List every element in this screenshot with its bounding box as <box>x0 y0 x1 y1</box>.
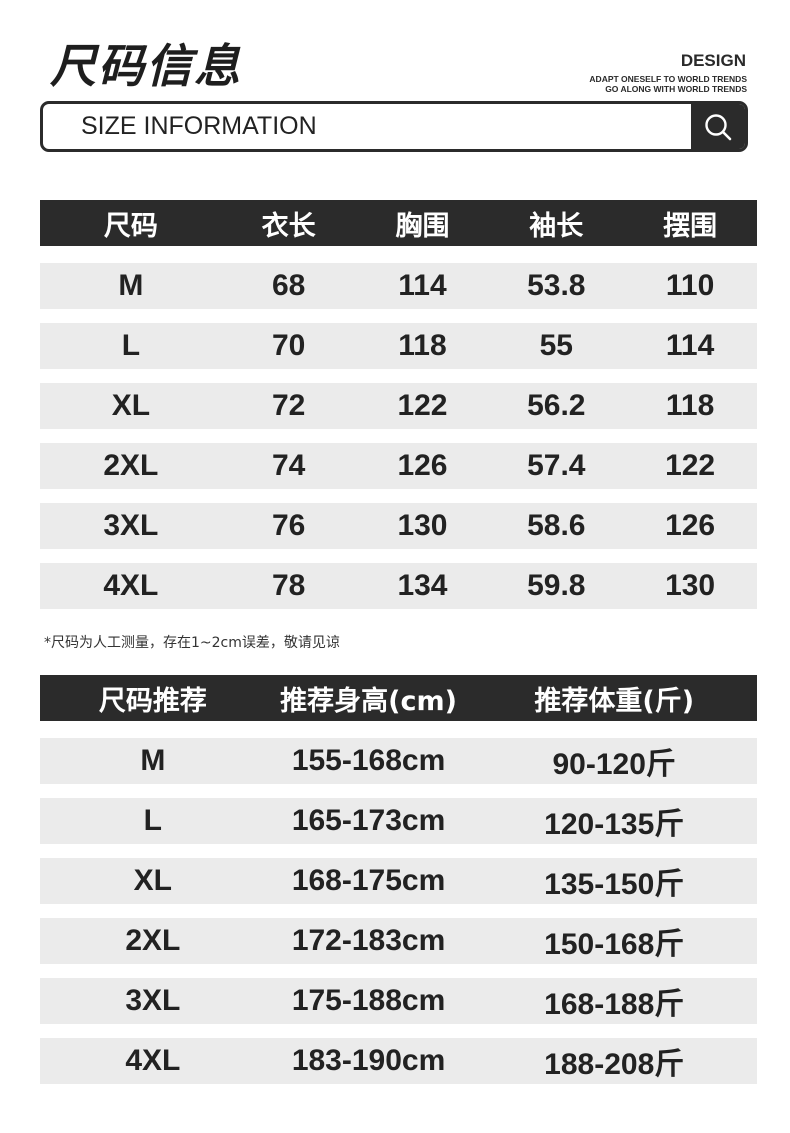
table-row-cell: 120-135斤 <box>544 808 685 841</box>
table-header-cell: 袖长 <box>529 210 584 242</box>
table-row: L 165-173cm 120-135斤 <box>40 798 757 844</box>
table-row-cell: 2XL <box>125 924 181 957</box>
search-icon <box>705 113 732 140</box>
table-header-cell: 尺码推荐 <box>98 685 207 717</box>
design-label: DESIGN <box>680 51 746 70</box>
table-row: 4XL 78 134 59.8 130 <box>40 563 757 609</box>
table-row: XL 168-175cm 135-150斤 <box>40 858 757 904</box>
table-row: M 155-168cm 90-120斤 <box>40 738 757 784</box>
table-row-cell: 135-150斤 <box>544 868 685 901</box>
table-row-cell: 126 <box>665 509 716 542</box>
table-row-cell: 56.2 <box>527 389 586 422</box>
table-row-cell: 172-183cm <box>291 924 446 957</box>
table-row: 3XL 175-188cm 168-188斤 <box>40 978 757 1024</box>
table-row-cell: 2XL <box>103 449 159 482</box>
table-row-cell: 130 <box>397 509 448 542</box>
table-row-cell: L <box>143 804 162 837</box>
table-row-cell: 70 <box>271 329 306 362</box>
table-header-cell: 衣长 <box>261 210 316 242</box>
table-header: 尺码 衣长 胸围 袖长 摆围 <box>40 200 757 246</box>
search-button <box>691 104 745 149</box>
table-row: 3XL 76 130 58.6 126 <box>40 503 757 549</box>
table-row-cell: 150-168斤 <box>544 928 685 961</box>
table-row: 2XL 74 126 57.4 122 <box>40 443 757 489</box>
table-row-cell: 72 <box>271 389 306 422</box>
table-row-cell: 58.6 <box>527 509 586 542</box>
table-row-cell: 68 <box>271 269 306 302</box>
table-row-cell: 53.8 <box>527 269 586 302</box>
table-row-cell: M <box>140 744 166 777</box>
search-bar: SIZE INFORMATION <box>40 101 748 152</box>
table-row-cell: 4XL <box>125 1044 181 1077</box>
table-row-cell: 114 <box>665 329 715 362</box>
page-title: 尺码信息 <box>50 39 242 93</box>
table-row-cell: 90-120斤 <box>552 748 676 781</box>
table-row: L 70 118 55 114 <box>40 323 757 369</box>
size-table: 尺码 衣长 胸围 袖长 摆围 M 68 114 53.8 110 L 70 118 55 114 XL 72 12… <box>40 200 757 623</box>
table-row-cell: 3XL <box>125 984 181 1017</box>
table-header-cell: 尺码 <box>103 210 158 242</box>
recommend-table: 尺码推荐 推荐身高(cm) 推荐体重(斤) M 155-168cm 90-120斤 L 165… <box>40 675 757 1098</box>
table-row-cell: 175-188cm <box>291 984 446 1017</box>
table-header-cell: 推荐身高(cm) <box>280 685 457 717</box>
table-header: 尺码推荐 推荐身高(cm) 推荐体重(斤) <box>40 675 757 721</box>
measurement-note: *尺码为人工测量，存在1~2cm误差，敬请见谅 <box>44 635 340 651</box>
table-row-cell: 134 <box>397 569 448 602</box>
table-row-cell: 168-188斤 <box>544 988 685 1021</box>
table-row-cell: 3XL <box>103 509 159 542</box>
table-header-cell: 胸围 <box>395 210 450 242</box>
table-header-cell: 摆围 <box>663 210 718 242</box>
table-row-cell: 118 <box>665 389 715 422</box>
table-row: XL 72 122 56.2 118 <box>40 383 757 429</box>
slogan-line-2: GO ALONG WITH WORLD TRENDS <box>605 84 747 94</box>
slogan-line-1: ADAPT ONESELF TO WORLD TRENDS <box>589 74 747 84</box>
table-row-cell: 110 <box>665 269 715 302</box>
table-row-cell: 183-190cm <box>291 1044 446 1077</box>
table-row: 4XL 183-190cm 188-208斤 <box>40 1038 757 1084</box>
table-row-cell: M <box>118 269 144 302</box>
table-row-cell: 57.4 <box>527 449 586 482</box>
table-row-cell: 126 <box>397 449 448 482</box>
table-header-cell: 推荐体重(斤) <box>534 685 695 717</box>
table-row-cell: 122 <box>397 389 448 422</box>
table-row-cell: 168-175cm <box>291 864 446 897</box>
table-row-cell: 155-168cm <box>291 744 446 777</box>
table-row-cell: XL <box>133 864 173 897</box>
table-row-cell: 78 <box>271 569 306 602</box>
table-row-cell: 4XL <box>103 569 159 602</box>
search-label: SIZE INFORMATION <box>81 112 317 140</box>
table-row-cell: 130 <box>665 569 716 602</box>
table-row-cell: 188-208斤 <box>544 1048 685 1081</box>
table-row-cell: L <box>121 329 141 362</box>
table-row-cell: 59.8 <box>527 569 586 602</box>
table-row-cell: 114 <box>398 269 447 302</box>
table-row-cell: 55 <box>539 329 573 362</box>
table-row-cell: 122 <box>665 449 716 482</box>
slogan: ADAPT ONESELF TO WORLD TRENDS GO ALONG W… <box>589 74 747 94</box>
table-row-cell: XL <box>111 389 151 422</box>
table-row-cell: 118 <box>398 329 447 362</box>
table-row: 2XL 172-183cm 150-168斤 <box>40 918 757 964</box>
table-row: M 68 114 53.8 110 <box>40 263 757 309</box>
table-row-cell: 74 <box>271 449 306 482</box>
table-row-cell: 76 <box>271 509 306 542</box>
table-row-cell: 165-173cm <box>291 804 446 837</box>
